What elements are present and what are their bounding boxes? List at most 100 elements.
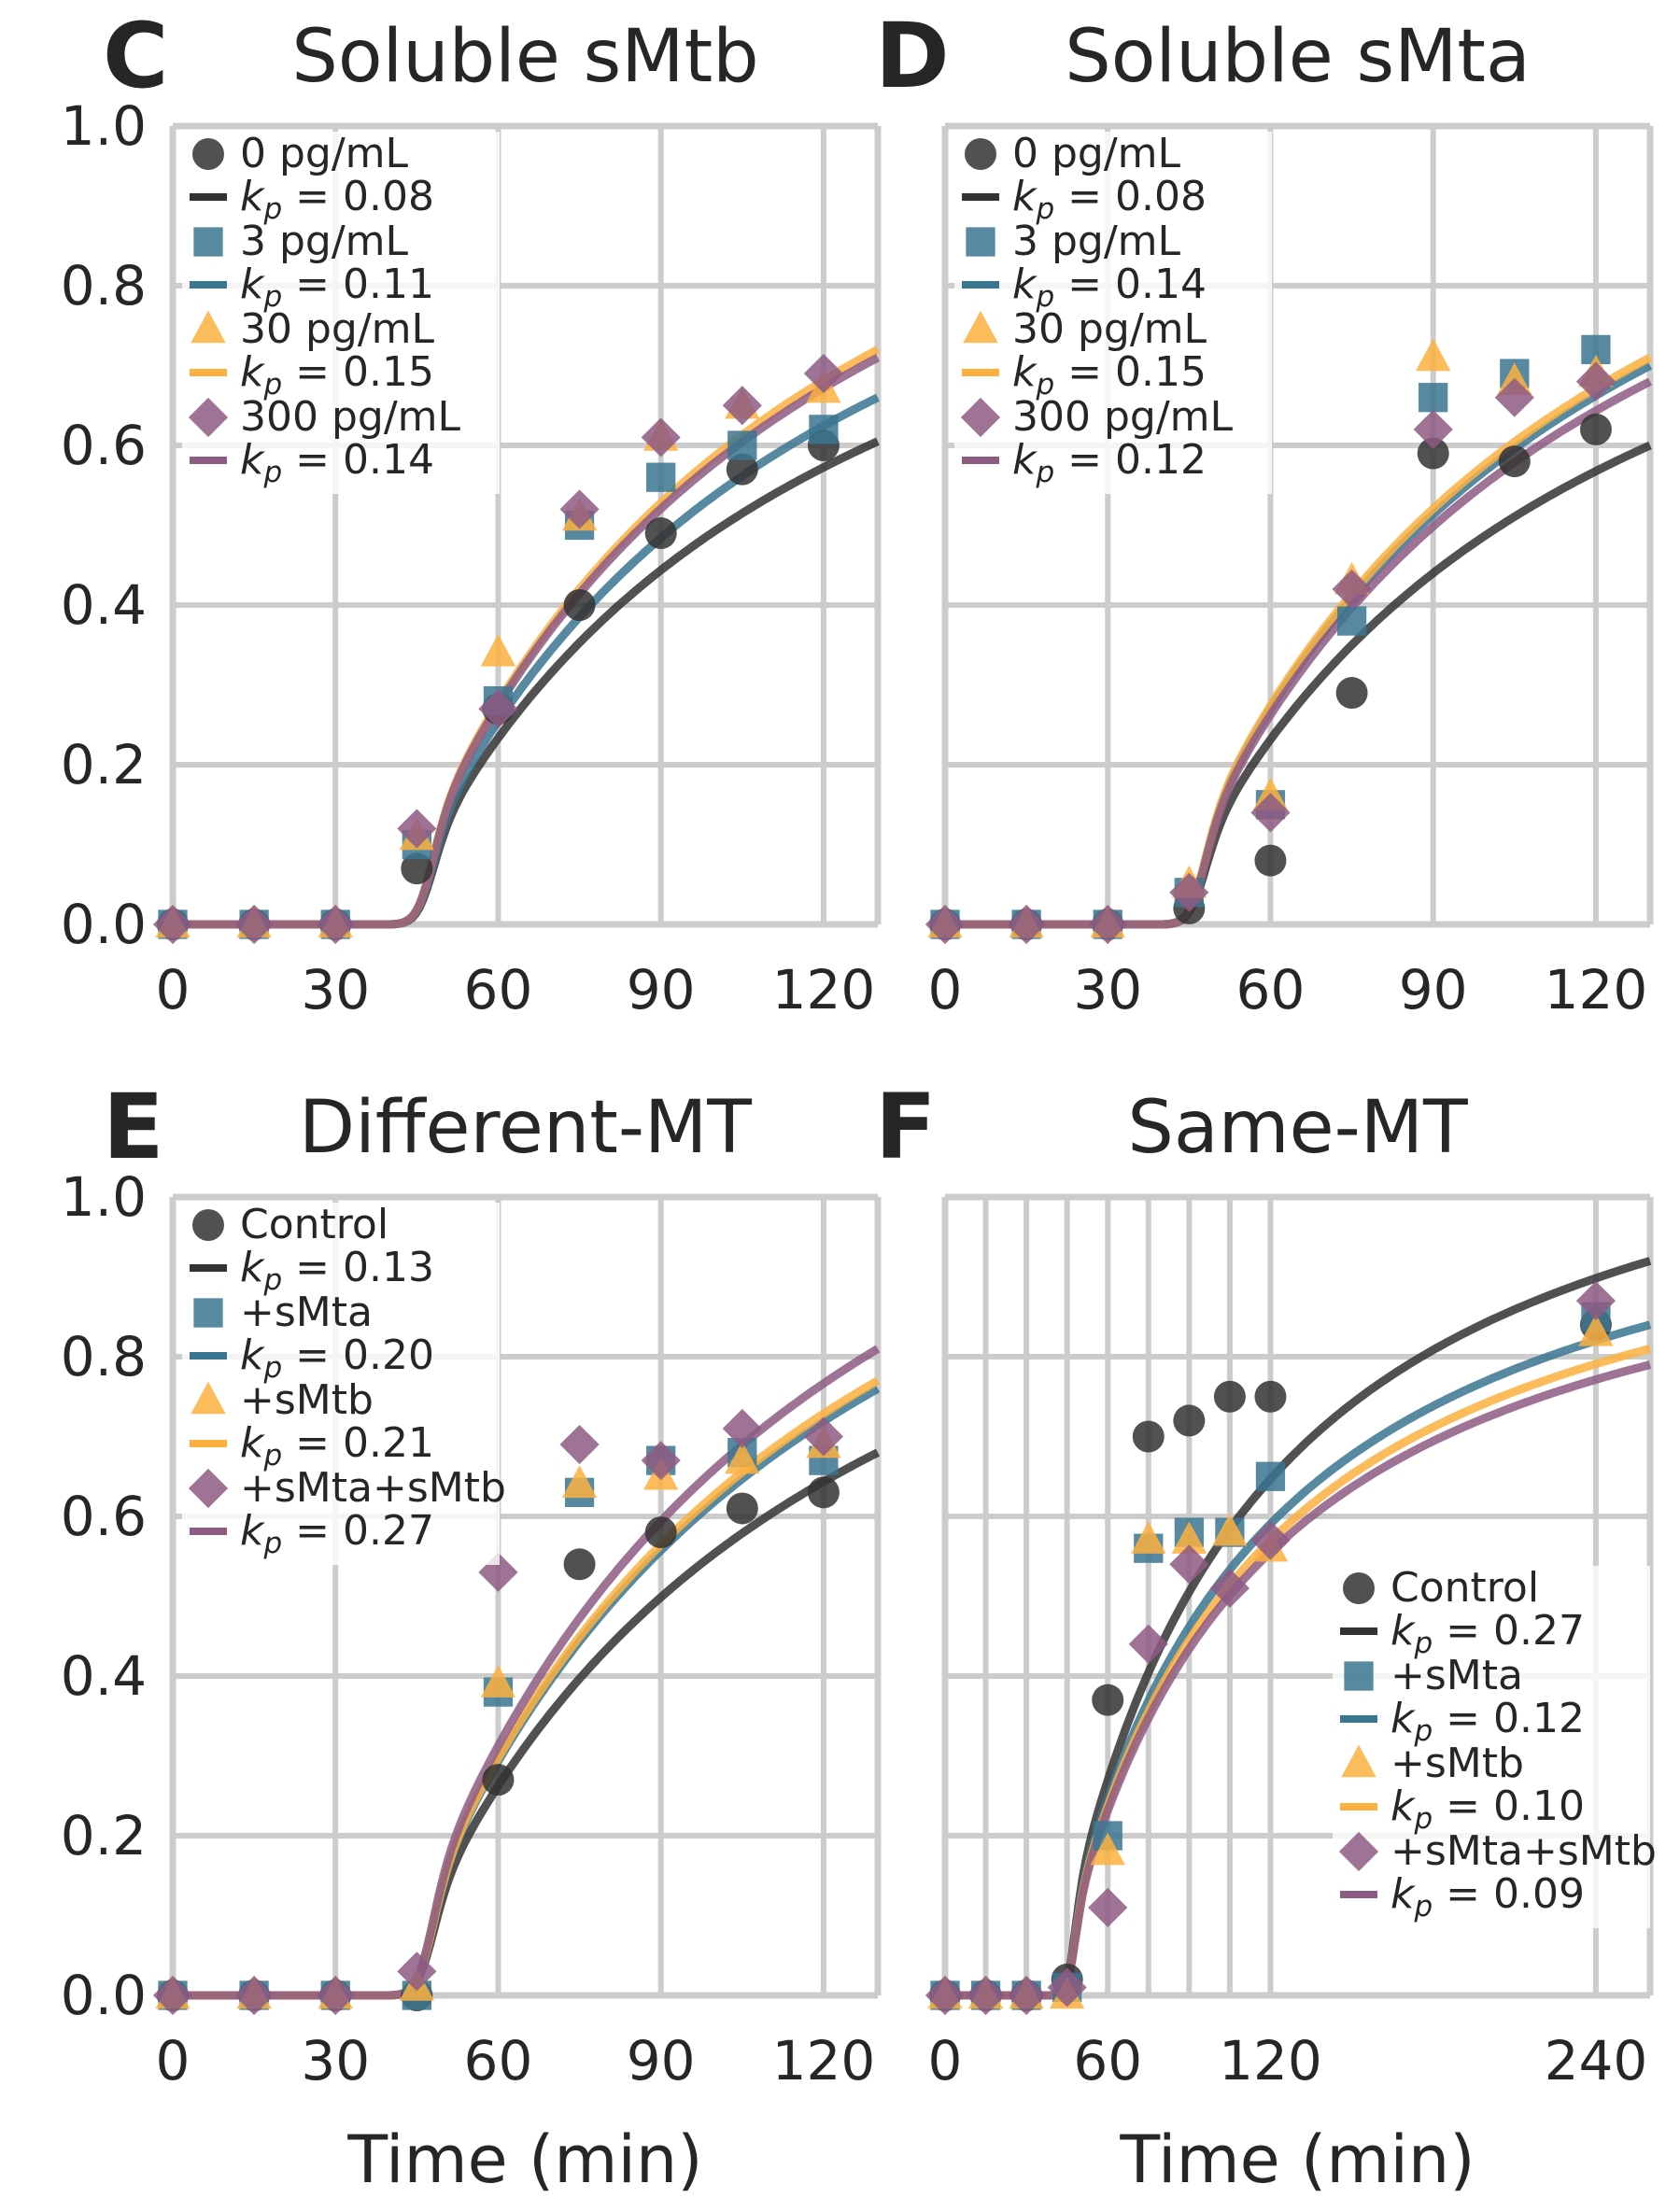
legend-series-name: +sMtb xyxy=(240,1376,374,1424)
legend-marker xyxy=(966,227,995,257)
data-point xyxy=(641,1441,681,1481)
x-tick-label: 30 xyxy=(301,2029,370,2092)
legend-series-name: 3 pg/mL xyxy=(240,218,409,265)
legend-marker xyxy=(1341,1744,1376,1778)
data-point xyxy=(726,1492,758,1525)
panel-E: 0 30 60 90 120 0.0 0.2 0.4 0.6 0.8 1.0E Different-M… xyxy=(61,1075,882,2198)
legend-background xyxy=(182,132,500,494)
y-tick-label: 1.0 xyxy=(61,94,147,158)
data-point xyxy=(397,1951,437,1992)
data-point xyxy=(482,1764,515,1796)
data-point xyxy=(1417,437,1449,470)
data-point xyxy=(401,852,433,885)
data-point xyxy=(1415,338,1451,372)
legend-marker xyxy=(963,310,998,344)
data-point xyxy=(559,489,600,529)
data-point xyxy=(316,1975,356,2016)
legend-fit-label: kp = 0.08 xyxy=(240,173,434,226)
panel-title: Soluble sMta xyxy=(1065,15,1531,99)
data-point xyxy=(316,904,356,945)
data-point xyxy=(646,462,676,492)
data-point xyxy=(1171,1521,1207,1554)
data-point xyxy=(1132,1420,1165,1453)
data-point xyxy=(966,1975,1006,2016)
y-tick-label: 0.0 xyxy=(61,893,147,956)
data-point xyxy=(563,1548,596,1581)
panel-letter: E xyxy=(103,1075,164,1179)
x-tick-label: 30 xyxy=(1073,958,1142,1022)
data-point xyxy=(1579,413,1612,445)
data-point xyxy=(1575,1281,1616,1321)
legend-fit-label: kp = 0.27 xyxy=(240,1507,434,1560)
data-point xyxy=(1575,361,1616,402)
y-tick-label: 0.4 xyxy=(61,1644,147,1708)
data-point xyxy=(1250,793,1291,833)
panel-C: 0 30 60 90 120 0.0 0.2 0.4 0.6 0.8 1.0C Soluble sMt… xyxy=(61,4,882,1022)
data-point xyxy=(480,1665,516,1698)
data-point xyxy=(925,904,966,945)
x-tick-label: 60 xyxy=(1073,2029,1142,2092)
legend-series-name: 300 pg/mL xyxy=(1012,393,1234,441)
legend-series-name: +sMta+sMtb xyxy=(1391,1827,1657,1875)
x-tick-label: 0 xyxy=(156,2029,191,2092)
y-tick-label: 0.0 xyxy=(61,1964,147,2027)
x-tick-label: 90 xyxy=(627,958,696,1022)
legend-fit-label: kp = 0.20 xyxy=(240,1331,434,1385)
data-point xyxy=(1213,1380,1246,1413)
x-tick-label: 120 xyxy=(772,958,876,1022)
x-axis-label: Time (min) xyxy=(1119,2121,1475,2198)
data-point xyxy=(1578,1313,1614,1346)
legend-marker xyxy=(960,397,1001,438)
data-point xyxy=(1169,1544,1209,1585)
x-tick-label: 0 xyxy=(156,958,191,1022)
data-point xyxy=(1336,606,1367,636)
panel-title: Soluble sMtb xyxy=(291,15,758,99)
legend-series-name: +sMta+sMtb xyxy=(240,1464,506,1512)
legend-series-name: 30 pg/mL xyxy=(1012,305,1207,353)
legend-series-name: +sMta xyxy=(240,1289,373,1336)
y-tick-label: 0.8 xyxy=(61,1325,147,1388)
legend-marker xyxy=(188,397,229,438)
data-point xyxy=(1209,1568,1249,1609)
data-point xyxy=(1255,1461,1286,1491)
legend-marker xyxy=(192,138,224,170)
legend-series-name: +sMta xyxy=(1391,1652,1523,1699)
fit-curve xyxy=(173,1345,881,2000)
x-tick-label: 60 xyxy=(464,958,533,1022)
legend-marker xyxy=(192,1209,224,1241)
data-point xyxy=(480,633,516,667)
legend-marker xyxy=(188,1468,229,1509)
data-point xyxy=(1007,1975,1047,2016)
x-axis-label: Time (min) xyxy=(346,2121,702,2198)
legend-marker xyxy=(1344,1661,1374,1691)
data-point xyxy=(559,1424,600,1465)
data-point xyxy=(1169,872,1209,912)
legend-fit-label: kp = 0.12 xyxy=(1012,436,1207,489)
x-tick-label: 60 xyxy=(464,2029,533,2092)
legend-marker xyxy=(191,1381,226,1415)
data-point xyxy=(809,415,839,444)
legend-fit-label: kp = 0.12 xyxy=(1391,1695,1585,1748)
legend-series-name: Control xyxy=(240,1201,388,1248)
legend-fit-label: kp = 0.14 xyxy=(240,436,434,489)
data-point xyxy=(397,809,437,849)
legend-background xyxy=(182,1203,500,1565)
panel-title: Same-MT xyxy=(1127,1086,1468,1170)
legend-marker xyxy=(191,310,226,344)
data-point xyxy=(925,1975,966,2016)
y-tick-label: 0.2 xyxy=(61,733,147,796)
data-point xyxy=(1494,377,1534,417)
legend-series-name: 3 pg/mL xyxy=(1012,218,1181,265)
x-tick-label: 120 xyxy=(1545,958,1648,1022)
legend-background xyxy=(1333,1566,1650,1928)
data-point xyxy=(563,589,596,621)
y-tick-label: 1.0 xyxy=(61,1165,147,1229)
x-tick-label: 0 xyxy=(928,2029,963,2092)
data-point xyxy=(1413,409,1453,449)
x-tick-label: 90 xyxy=(627,2029,696,2092)
